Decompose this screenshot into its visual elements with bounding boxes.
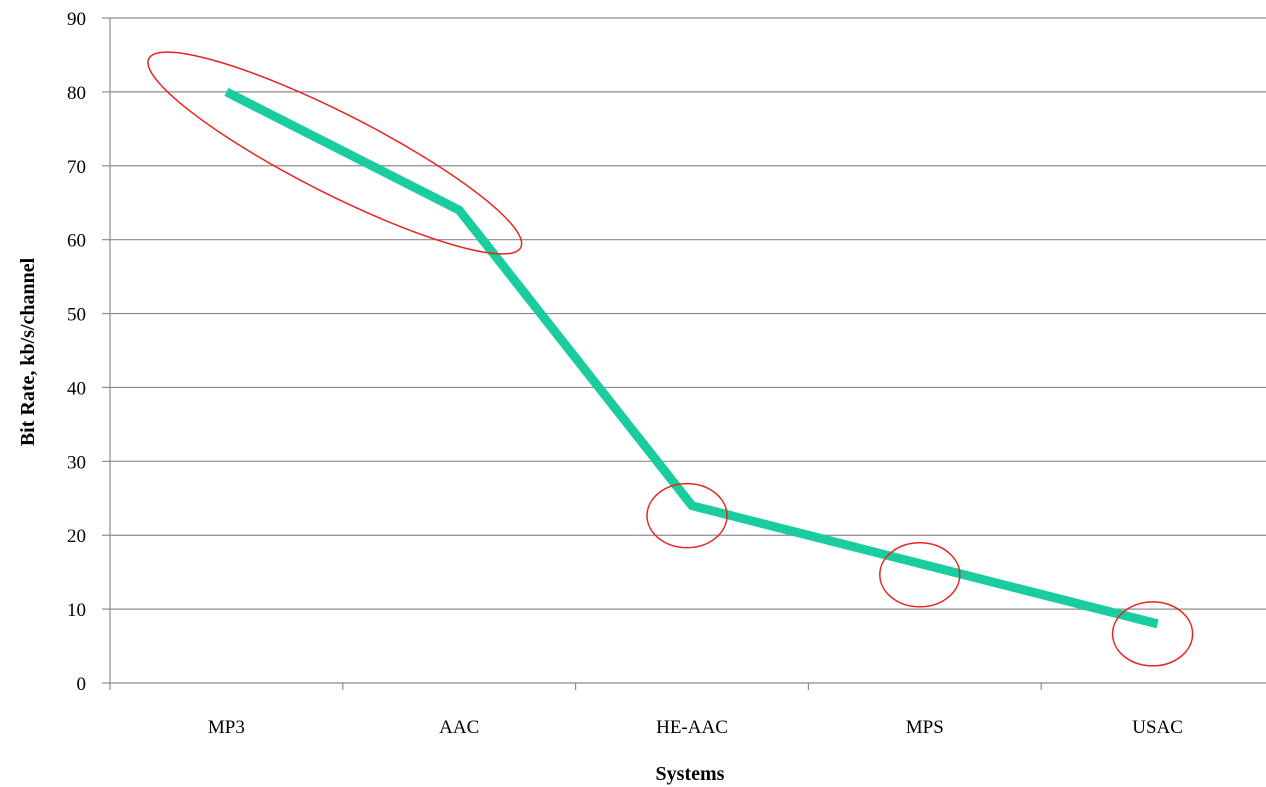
- highlight-circle: [1111, 601, 1194, 667]
- gridlines: [110, 17, 1266, 610]
- y-tick-label: 20: [67, 526, 86, 547]
- highlight-circle: [646, 482, 728, 549]
- y-tick-label: 60: [67, 231, 86, 252]
- x-tick-labels: MP3 AAC HE-AAC MPS USAC: [208, 717, 1183, 738]
- x-tick-label: MP3: [208, 717, 245, 738]
- x-tick-label: MPS: [906, 717, 944, 738]
- y-tick-labels: 0 10 20 30 40 50 60 70 80 90: [67, 9, 86, 695]
- y-tick-label: 90: [67, 9, 86, 30]
- axes: [102, 17, 1266, 690]
- y-tick-label: 0: [77, 674, 87, 695]
- x-axis-title: Systems: [656, 763, 725, 785]
- y-tick-label: 10: [67, 600, 86, 621]
- y-tick-label: 40: [67, 378, 86, 399]
- highlight-annotations: [147, 51, 1194, 667]
- y-axis-title: Bit Rate, kb/s/channel: [17, 257, 39, 446]
- x-tick-label: HE-AAC: [656, 717, 728, 738]
- highlight-circle: [879, 542, 961, 608]
- y-tick-label: 70: [67, 157, 86, 178]
- y-tick-label: 80: [67, 83, 86, 104]
- x-tick-label: USAC: [1132, 717, 1183, 738]
- y-tick-label: 50: [67, 305, 86, 326]
- series-layer: [224, 87, 1159, 629]
- x-tick-label: AAC: [439, 717, 479, 738]
- series-line: [224, 87, 1159, 629]
- highlight-ellipse: [147, 51, 523, 255]
- y-tick-label: 30: [67, 452, 86, 473]
